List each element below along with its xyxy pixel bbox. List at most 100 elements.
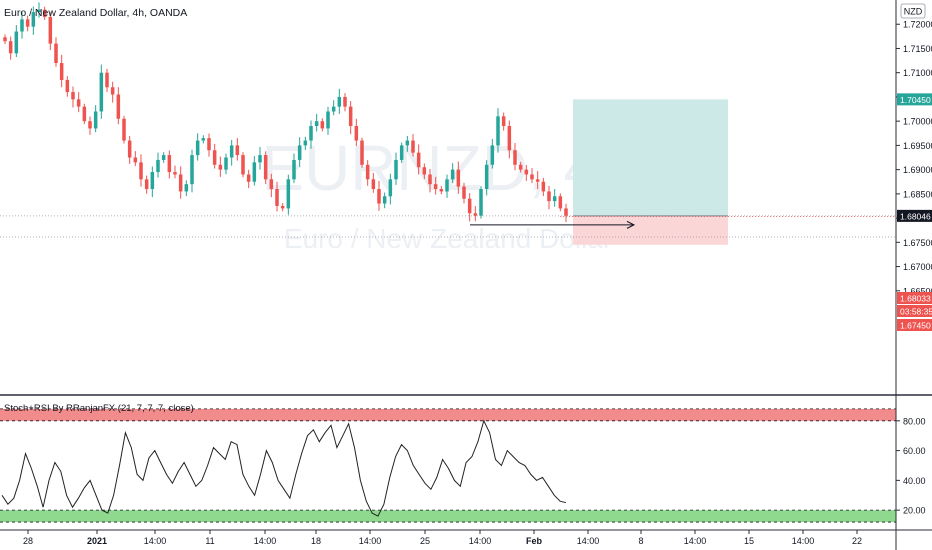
candle-body (467, 198, 472, 214)
candle-body (218, 164, 223, 170)
candle-body (201, 138, 206, 141)
candle (173, 165, 177, 179)
indicator-tick-label: 80.00 (903, 416, 926, 426)
candle-body (71, 92, 75, 100)
candle-body (303, 140, 308, 146)
candle-body (541, 181, 546, 192)
candle (76, 92, 81, 113)
candle (65, 76, 70, 97)
candle (14, 25, 19, 58)
candle (195, 133, 200, 161)
long-position-tool[interactable] (573, 99, 728, 245)
candle-body (326, 111, 330, 129)
time-tick-label: 11 (205, 536, 214, 546)
profit-zone (573, 99, 728, 216)
candle-body (110, 87, 115, 95)
price-tag: 1.68033 (897, 292, 932, 304)
symbol-watermark: EURNZD, 4h Euro / New Zealand Dollar (261, 132, 634, 254)
candle-body (314, 121, 319, 127)
candle-body (501, 116, 506, 127)
candle (269, 173, 274, 198)
candle-body (241, 155, 245, 175)
candle (473, 205, 478, 222)
candle-body (173, 172, 177, 175)
candle (382, 192, 387, 209)
candle (280, 203, 285, 212)
candle-body (394, 159, 398, 180)
candle-body (524, 169, 529, 175)
candle-body (76, 99, 81, 107)
candle (354, 118, 359, 147)
candle-body (422, 167, 427, 175)
time-tick-label: 14:00 (577, 536, 600, 546)
candle (190, 149, 194, 193)
candle (99, 64, 104, 119)
candle (31, 6, 36, 35)
candle (564, 203, 568, 223)
candle (445, 174, 449, 198)
candle-body (513, 150, 517, 165)
candle (156, 152, 160, 178)
candle (224, 153, 228, 175)
candle-body (547, 191, 551, 202)
candle (433, 176, 438, 195)
candle-body (337, 96, 342, 107)
candle-body (20, 19, 24, 32)
currency-label: NZD (904, 7, 923, 17)
candle (411, 134, 415, 157)
oversold-band (0, 510, 896, 523)
candle-body (382, 196, 387, 204)
candle-body (48, 16, 53, 44)
candle-body (309, 126, 313, 141)
price-axis[interactable]: 1.720001.715001.710001.705001.700001.695… (896, 20, 932, 297)
candle-body (275, 189, 279, 206)
candle (235, 138, 240, 161)
time-tick-label: 14:00 (254, 536, 277, 546)
time-tick-label: 25 (420, 536, 430, 546)
candle-body (82, 106, 87, 122)
time-tick-label: 15 (744, 536, 754, 546)
candle (309, 120, 313, 149)
candle (37, 2, 41, 18)
time-tick-label: 22 (852, 536, 862, 546)
candle-body (37, 9, 41, 13)
candle (530, 168, 534, 184)
candle-body (399, 145, 404, 160)
candle (479, 186, 483, 219)
currency-badge[interactable]: NZD (900, 3, 926, 19)
candle (42, 6, 47, 20)
candle-body (439, 189, 444, 192)
projection-arrow[interactable] (470, 220, 636, 229)
indicator-tick-label: 20.00 (903, 506, 926, 516)
candle-body (161, 155, 166, 160)
candle (127, 135, 132, 164)
price-level-lines (0, 215, 896, 238)
candle (416, 144, 421, 175)
candle-body (178, 174, 183, 192)
candle (263, 151, 268, 184)
candle-body (184, 184, 189, 192)
candle (348, 101, 353, 135)
candle (258, 146, 262, 170)
candle (524, 164, 529, 181)
candle (513, 142, 517, 171)
candle-body (144, 179, 149, 190)
price-tick-label: 1.72000 (903, 20, 932, 30)
candle-body (167, 155, 172, 173)
candle (93, 105, 98, 133)
candle (82, 103, 87, 125)
candle-body (360, 140, 364, 165)
candle (360, 137, 364, 168)
candle (501, 112, 506, 131)
candle (25, 15, 30, 32)
candle-body (14, 31, 19, 54)
time-axis[interactable]: 28 2021 14:00 11 14:00 18 14:00 25 14:00 Feb 14:00… (23, 530, 862, 546)
candle-body (416, 152, 421, 168)
candle (303, 136, 308, 151)
candle (518, 161, 523, 173)
candle-body (99, 72, 104, 112)
candle (337, 88, 342, 114)
candle-body (558, 196, 563, 209)
candle-body (496, 116, 500, 146)
